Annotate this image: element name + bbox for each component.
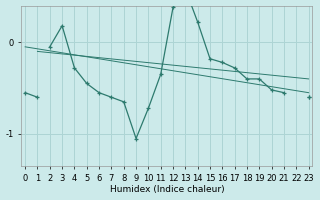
X-axis label: Humidex (Indice chaleur): Humidex (Indice chaleur) (109, 185, 224, 194)
